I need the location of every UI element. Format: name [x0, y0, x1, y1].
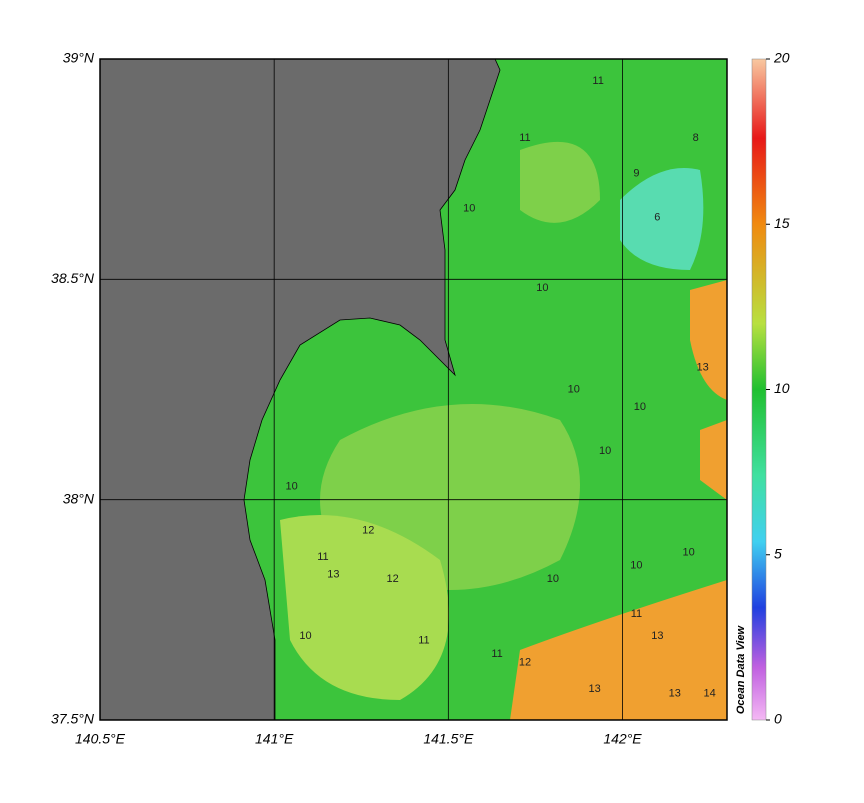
contour-label: 13: [696, 361, 708, 373]
warm-water: [700, 420, 727, 500]
colorbar-tick-label: 20: [773, 50, 790, 66]
contour-label: 6: [654, 212, 660, 224]
colorbar-label: Ocean Data View: [735, 624, 747, 714]
contour-label: 9: [633, 167, 639, 179]
contour-label: 11: [418, 635, 429, 647]
y-tick-label: 38.5°N: [51, 270, 95, 286]
contour-label: 10: [630, 560, 642, 572]
map-field: [100, 59, 727, 720]
warm-area: [320, 141, 600, 590]
contour-label: 10: [599, 445, 611, 457]
contour-label: 10: [536, 282, 548, 294]
contour-label: 8: [693, 132, 699, 144]
x-tick-label: 141.5°E: [423, 731, 474, 747]
contour-label: 13: [669, 687, 681, 699]
contour-label: 13: [589, 683, 601, 695]
cold-water: [620, 168, 704, 270]
land: [100, 59, 501, 720]
y-tick-label: 39°N: [63, 50, 95, 66]
contour-label: 10: [547, 573, 559, 585]
x-tick-label: 141°E: [255, 731, 294, 747]
y-tick-label: 37.5°N: [51, 711, 95, 727]
contour-label: 11: [519, 132, 530, 144]
contour-label: 12: [519, 657, 531, 669]
contour-label: 10: [463, 203, 475, 215]
contour-label: 11: [317, 551, 328, 563]
colorbar-tick-label: 15: [774, 215, 790, 231]
contour-label: 10: [634, 401, 646, 413]
y-tick-label: 38°N: [63, 490, 95, 506]
colorbar-tick-label: 5: [774, 545, 782, 561]
contour-label: 13: [651, 630, 663, 642]
contour-label: 10: [568, 383, 580, 395]
contour-label: 11: [592, 75, 603, 87]
x-tick-label: 142°E: [603, 731, 642, 747]
colorbar-tick-label: 10: [774, 380, 790, 396]
warm-area: [280, 515, 449, 700]
colorbar: [751, 58, 767, 721]
warm-water: [510, 580, 727, 720]
contour-label: 10: [299, 630, 311, 642]
contour-label: 14: [703, 687, 715, 699]
contour-label: 12: [362, 524, 374, 536]
contour-label: 11: [631, 608, 642, 620]
contour-label: 11: [491, 648, 502, 660]
contour-label: 13: [327, 568, 339, 580]
x-tick-label: 140.5°E: [75, 731, 126, 747]
contour-label: 10: [683, 546, 695, 558]
contour-label: 12: [386, 573, 398, 585]
contour-label: 10: [285, 480, 297, 492]
warm-water: [690, 280, 727, 400]
colorbar-tick-label: 0: [774, 711, 782, 727]
